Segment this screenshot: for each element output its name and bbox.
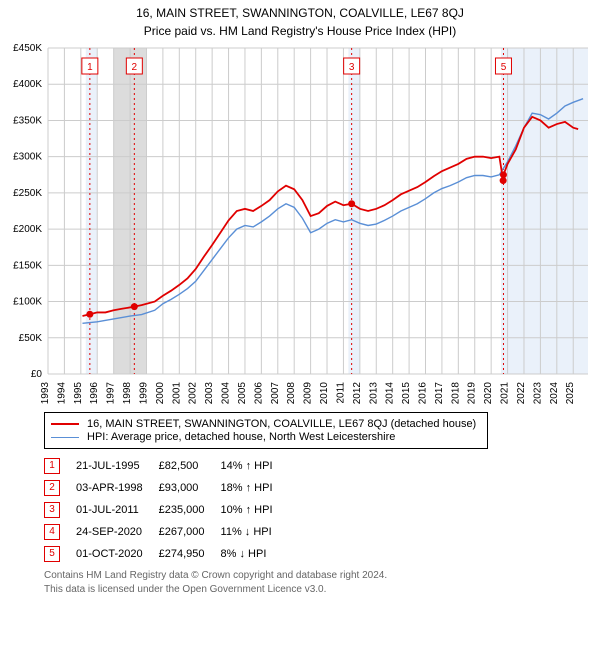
- sale-price: £267,000: [159, 521, 221, 543]
- page-root: 16, MAIN STREET, SWANNINGTON, COALVILLE,…: [0, 0, 600, 596]
- attribution-line1: Contains HM Land Registry data © Crown c…: [44, 569, 588, 583]
- table-row: 1 21-JUL-1995£82,50014% ↑ HPI: [44, 455, 289, 477]
- legend-row-a: 16, MAIN STREET, SWANNINGTON, COALVILLE,…: [51, 418, 481, 430]
- sale-date: 01-OCT-2020: [76, 543, 159, 565]
- svg-text:1996: 1996: [89, 382, 100, 405]
- sale-price: £235,000: [159, 499, 221, 521]
- sale-date: 03-APR-1998: [76, 477, 159, 499]
- svg-text:1993: 1993: [40, 382, 51, 405]
- svg-text:2011: 2011: [335, 382, 346, 404]
- svg-text:2001: 2001: [171, 382, 182, 405]
- sale-price: £274,950: [159, 543, 221, 565]
- svg-text:2020: 2020: [483, 382, 494, 405]
- table-row: 3 01-JUL-2011£235,00010% ↑ HPI: [44, 499, 289, 521]
- sale-price: £93,000: [159, 477, 221, 499]
- svg-text:2012: 2012: [352, 382, 363, 405]
- svg-text:£200K: £200K: [13, 224, 42, 235]
- svg-text:£400K: £400K: [13, 79, 42, 90]
- table-row: 4 24-SEP-2020£267,00011% ↓ HPI: [44, 521, 289, 543]
- svg-text:2006: 2006: [253, 382, 264, 405]
- svg-text:2: 2: [132, 62, 138, 73]
- svg-text:5: 5: [501, 62, 507, 73]
- title-address: 16, MAIN STREET, SWANNINGTON, COALVILLE,…: [0, 6, 600, 20]
- svg-text:£50K: £50K: [19, 333, 43, 344]
- svg-text:2004: 2004: [221, 382, 232, 405]
- svg-text:1: 1: [87, 62, 93, 73]
- legend-swatch-a: [51, 423, 79, 425]
- legend-swatch-b: [51, 437, 79, 438]
- svg-text:2025: 2025: [565, 382, 576, 405]
- svg-text:2017: 2017: [434, 382, 445, 405]
- svg-text:2010: 2010: [319, 382, 330, 405]
- sale-number-box: 5: [44, 546, 60, 562]
- svg-text:1995: 1995: [73, 382, 84, 405]
- sale-number-box: 1: [44, 458, 60, 474]
- svg-text:£300K: £300K: [13, 152, 42, 163]
- sale-pct: 14% ↑ HPI: [221, 455, 289, 477]
- svg-text:2021: 2021: [500, 382, 511, 405]
- attribution-line2: This data is licensed under the Open Gov…: [44, 583, 588, 597]
- svg-text:£450K: £450K: [13, 43, 42, 54]
- svg-text:2013: 2013: [368, 382, 379, 405]
- svg-text:2024: 2024: [549, 382, 560, 405]
- svg-text:2019: 2019: [467, 382, 478, 405]
- svg-text:1997: 1997: [106, 382, 117, 405]
- title-sub: Price paid vs. HM Land Registry's House …: [0, 24, 600, 38]
- svg-text:£100K: £100K: [13, 297, 42, 308]
- sale-pct: 8% ↓ HPI: [221, 543, 289, 565]
- sale-pct: 11% ↓ HPI: [221, 521, 289, 543]
- svg-text:£0: £0: [31, 369, 43, 380]
- table-row: 5 01-OCT-2020£274,9508% ↓ HPI: [44, 543, 289, 565]
- svg-text:2007: 2007: [270, 382, 281, 405]
- svg-text:2014: 2014: [385, 382, 396, 405]
- sale-pct: 18% ↑ HPI: [221, 477, 289, 499]
- sale-number-box: 3: [44, 502, 60, 518]
- sale-date: 01-JUL-2011: [76, 499, 159, 521]
- svg-text:2000: 2000: [155, 382, 166, 405]
- price-chart: £0 £50K £100K £150K £200K £250K £300K £350K £400…: [0, 40, 600, 410]
- legend-label-a: 16, MAIN STREET, SWANNINGTON, COALVILLE,…: [87, 418, 476, 430]
- sale-date: 21-JUL-1995: [76, 455, 159, 477]
- sale-pct: 10% ↑ HPI: [221, 499, 289, 521]
- svg-text:2023: 2023: [532, 382, 543, 405]
- svg-text:£250K: £250K: [13, 188, 42, 199]
- svg-text:2018: 2018: [450, 382, 461, 405]
- legend-label-b: HPI: Average price, detached house, Nort…: [87, 431, 395, 443]
- legend-box: 16, MAIN STREET, SWANNINGTON, COALVILLE,…: [44, 412, 488, 449]
- table-row: 2 03-APR-1998£93,00018% ↑ HPI: [44, 477, 289, 499]
- svg-text:1999: 1999: [138, 382, 149, 405]
- svg-text:2009: 2009: [303, 382, 314, 405]
- svg-text:£350K: £350K: [13, 115, 42, 126]
- sale-number-box: 4: [44, 524, 60, 540]
- sale-date: 24-SEP-2020: [76, 521, 159, 543]
- svg-text:1994: 1994: [56, 382, 67, 405]
- legend-row-b: HPI: Average price, detached house, Nort…: [51, 431, 481, 443]
- chart-titles: 16, MAIN STREET, SWANNINGTON, COALVILLE,…: [0, 0, 600, 40]
- sale-price: £82,500: [159, 455, 221, 477]
- sales-table: 1 21-JUL-1995£82,50014% ↑ HPI 2 03-APR-1998…: [44, 455, 289, 565]
- svg-text:2016: 2016: [418, 382, 429, 405]
- svg-text:2003: 2003: [204, 382, 215, 405]
- svg-text:1998: 1998: [122, 382, 133, 405]
- svg-text:2008: 2008: [286, 382, 297, 405]
- sale-number-box: 2: [44, 480, 60, 496]
- svg-text:£150K: £150K: [13, 260, 42, 271]
- svg-text:2022: 2022: [516, 382, 527, 405]
- svg-text:2005: 2005: [237, 382, 248, 405]
- svg-text:2002: 2002: [188, 382, 199, 405]
- svg-text:2015: 2015: [401, 382, 412, 405]
- attribution: Contains HM Land Registry data © Crown c…: [44, 569, 588, 596]
- svg-text:3: 3: [349, 62, 355, 73]
